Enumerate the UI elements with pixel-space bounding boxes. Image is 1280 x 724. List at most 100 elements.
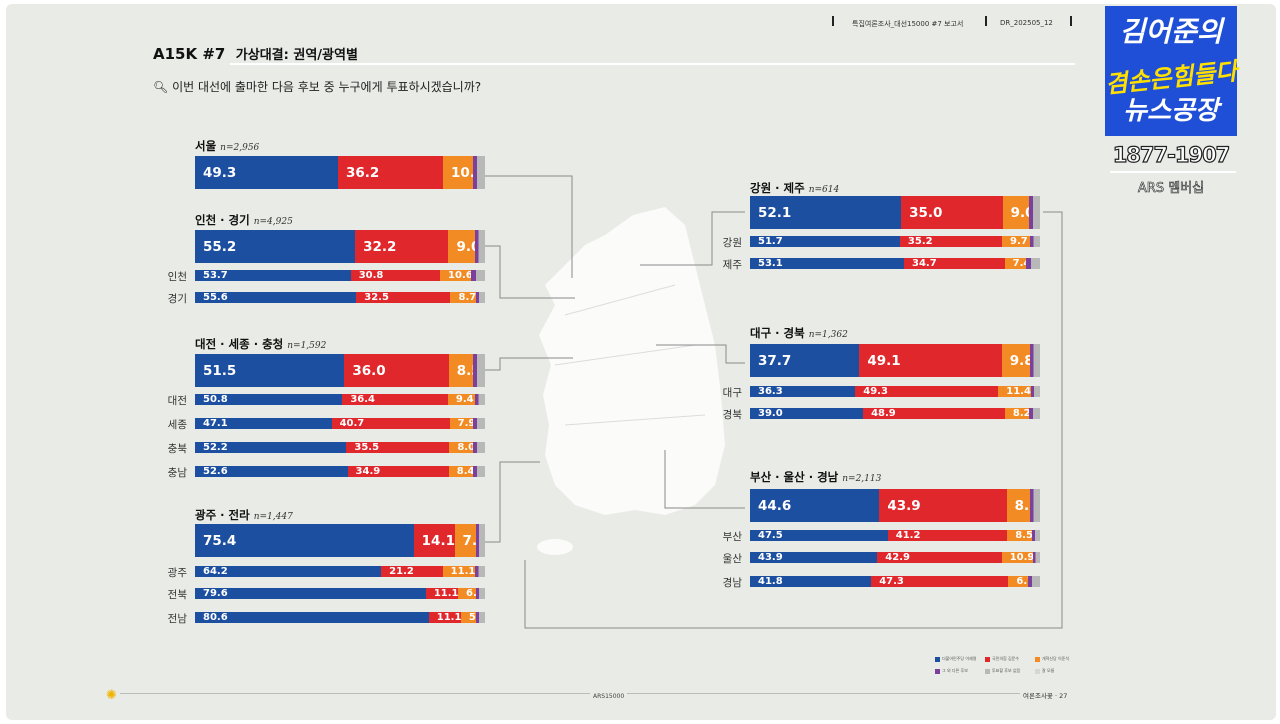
bar-value-label: 32.5 xyxy=(364,292,389,303)
bar-value-label: 10.9 xyxy=(1009,552,1034,563)
group-sample-size: n=2,113 xyxy=(842,474,882,484)
bar-segment-orange: 9.7 xyxy=(1002,236,1031,247)
sub-region-label: 세종 xyxy=(167,419,187,431)
search-icon: 🔍︎ xyxy=(153,80,169,94)
bar-value-label: 55.2 xyxy=(203,238,237,255)
bar-value-label: 42.9 xyxy=(885,552,910,563)
bar-segment-other xyxy=(475,292,485,303)
bar-value-label: 52.2 xyxy=(203,442,228,453)
bar-segment-other xyxy=(1031,530,1040,541)
legend-item: 개혁신당 이준석 xyxy=(1035,656,1069,662)
sub-region-label: 대구 xyxy=(722,387,742,399)
group-title: 인천 · 경기 n=4,925 xyxy=(195,212,293,228)
bar-segment-orange: 10.9 xyxy=(1001,552,1034,563)
bar-segment-red: 47.3 xyxy=(871,576,1009,587)
bar-segment-other xyxy=(472,156,485,189)
legend-item: 투표할 후보 없음 xyxy=(985,668,1020,674)
group-name: 광주 · 전라 xyxy=(195,508,250,522)
stacked-bar: 39.0 48.9 8.2 xyxy=(750,408,1040,419)
bar-segment-orange: 7.3 xyxy=(454,524,476,557)
question-text: 이번 대선에 출마한 다음 후보 중 누구에게 투표하시겠습니까? xyxy=(172,80,482,94)
bar-value-label: 41.2 xyxy=(895,530,921,541)
group-name: 부산 · 울산 · 경남 xyxy=(750,470,839,484)
bar-segment-blue: 36.3 xyxy=(750,386,856,397)
bar-segment-other xyxy=(473,354,485,387)
bar-value-label: 9.8 xyxy=(1009,352,1031,369)
bar-value-label: 7.9 xyxy=(457,418,473,429)
group-title: 강원 · 제주 n=614 xyxy=(750,180,839,196)
stacked-bar: 50.8 36.4 9.4 xyxy=(195,394,485,405)
question: 🔍︎ 이번 대선에 출마한 다음 후보 중 누구에게 투표하시겠습니까? xyxy=(153,78,481,95)
group-title: 대전 · 세종 · 충청 n=1,592 xyxy=(195,336,326,352)
sub-region-label: 인천 xyxy=(167,271,187,283)
bar-segment-red: 32.5 xyxy=(356,292,451,303)
report-name: 특집여론조사_대선15000 #7 보고서 xyxy=(852,20,964,28)
bar-value-label: 7.3 xyxy=(462,532,476,549)
bar-value-label: 36.2 xyxy=(345,164,380,181)
bar-value-label: 36.3 xyxy=(758,386,783,397)
phone-rule xyxy=(1110,171,1236,173)
stacked-bar: 52.1 35.0 9.0 xyxy=(750,196,1040,229)
bar-segment-blue: 53.7 xyxy=(195,270,351,281)
group-sample-size: n=4,925 xyxy=(253,217,293,227)
footer-center: ARS15000 xyxy=(590,693,628,700)
bar-segment-blue: 55.2 xyxy=(195,230,356,263)
bar-value-label: 49.3 xyxy=(863,386,888,397)
bar-value-label: 52.6 xyxy=(203,466,228,477)
bar-value-label: 11.1 xyxy=(450,566,475,577)
report-code: DR_202505_12 xyxy=(1000,19,1053,27)
bar-segment-blue: 52.1 xyxy=(750,196,902,229)
bar-value-label: 35.0 xyxy=(909,204,943,221)
bar-value-label: 47.3 xyxy=(879,576,904,587)
bar-value-label: 5.3 xyxy=(468,612,476,623)
bar-segment-orange: 6.1 xyxy=(458,588,476,599)
title-rule xyxy=(230,63,1075,65)
sub-region-label: 충남 xyxy=(167,467,187,479)
bar-segment-orange: 10.6 xyxy=(440,270,471,281)
group-sample-size: n=1,362 xyxy=(808,330,848,340)
sub-region-label: 경남 xyxy=(722,577,742,589)
header-divider xyxy=(1070,16,1072,26)
header-divider xyxy=(832,16,834,26)
bar-value-label: 9.7 xyxy=(1010,236,1028,247)
sub-region-label: 충북 xyxy=(167,443,187,455)
bar-value-label: 43.9 xyxy=(758,552,783,563)
legend-item: 잘 모름 xyxy=(1035,668,1054,674)
bar-segment-red: 30.8 xyxy=(350,270,441,281)
bar-segment-orange: 9.4 xyxy=(447,394,476,405)
bar-segment-red: 40.7 xyxy=(331,418,450,429)
bar-segment-orange: 6.7 xyxy=(1008,576,1028,587)
bar-segment-blue: 52.6 xyxy=(195,466,348,477)
bar-segment-other xyxy=(1027,576,1040,587)
group-sample-size: n=614 xyxy=(808,185,840,195)
stacked-bar: 55.6 32.5 8.7 xyxy=(195,292,485,303)
bar-segment-orange: 11.4 xyxy=(998,386,1032,397)
bar-value-label: 47.5 xyxy=(758,530,783,541)
sub-region-label: 전북 xyxy=(167,589,187,601)
bar-segment-blue: 51.7 xyxy=(750,236,900,247)
legend-item: 더불어민주당 이재명 xyxy=(935,656,976,662)
bar-value-label: 52.1 xyxy=(758,204,792,221)
bar-segment-blue: 47.1 xyxy=(195,418,332,429)
bar-value-label: 8.0 xyxy=(457,442,473,453)
group-name: 서울 xyxy=(195,139,217,153)
bar-segment-red: 36.4 xyxy=(342,394,448,405)
sub-region-label: 부산 xyxy=(722,531,742,543)
bar-value-label: 8.5 xyxy=(1015,530,1032,541)
bar-value-label: 21.2 xyxy=(389,566,414,577)
bar-segment-blue: 53.1 xyxy=(750,258,904,269)
bar-value-label: 8.7 xyxy=(458,292,476,303)
bar-segment-other xyxy=(1028,196,1040,229)
bar-value-label: 36.4 xyxy=(350,394,375,405)
bar-segment-orange: 8.5 xyxy=(1007,530,1032,541)
title-code: A15K #7 xyxy=(153,45,226,63)
stacked-bar: 43.9 42.9 10.9 xyxy=(750,552,1040,563)
bar-segment-other xyxy=(472,418,485,429)
bar-segment-other xyxy=(474,566,485,577)
bar-value-label: 37.7 xyxy=(758,352,792,369)
bar-value-label: 40.7 xyxy=(339,418,365,429)
bar-value-label: 48.9 xyxy=(871,408,896,419)
bar-value-label: 80.6 xyxy=(203,612,228,623)
bar-segment-red: 11.1 xyxy=(428,612,461,623)
sub-region-label: 경기 xyxy=(167,293,187,305)
